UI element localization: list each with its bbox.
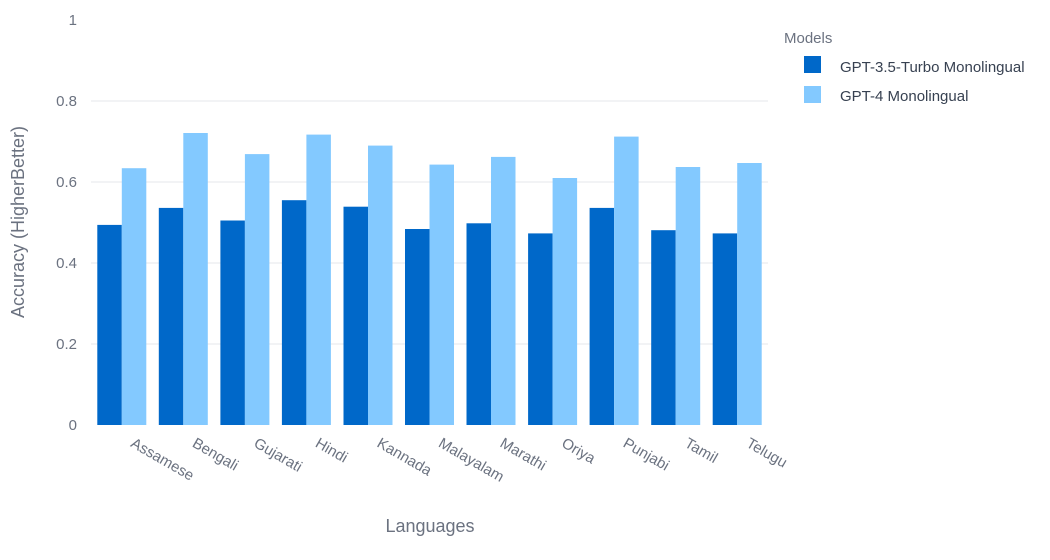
bar-tamil-gpt4[interactable] xyxy=(675,167,701,425)
y-tick-label: 0.8 xyxy=(56,93,77,110)
x-tick-label: Hindi xyxy=(312,435,350,467)
bar-kannada-gpt4[interactable] xyxy=(368,145,393,425)
bar-marathi-gpt35[interactable] xyxy=(466,223,492,425)
legend-label-gpt35[interactable]: GPT-3.5-Turbo Monolingual xyxy=(840,59,1025,76)
bar-malayalam-gpt4[interactable] xyxy=(429,164,455,425)
bar-tamil-gpt35[interactable] xyxy=(651,230,676,425)
x-tick-label: Assamese xyxy=(128,435,197,485)
y-tick-label: 0.6 xyxy=(56,174,77,191)
bar-gujarati-gpt35[interactable] xyxy=(220,220,245,426)
legend-swatch-gpt35[interactable] xyxy=(804,56,821,73)
x-tick-label: Marathi xyxy=(497,435,549,475)
x-tick-label: Oriya xyxy=(559,435,599,468)
legend-swatch-gpt4[interactable] xyxy=(804,86,821,103)
bar-punjabi-gpt4[interactable] xyxy=(614,136,639,425)
y-tick-label: 0 xyxy=(69,417,77,434)
legend-title: Models xyxy=(784,30,832,47)
bar-assamese-gpt4[interactable] xyxy=(121,168,147,425)
bar-bengali-gpt4[interactable] xyxy=(183,133,208,425)
x-tick-label: Tamil xyxy=(682,435,721,467)
legend-label-gpt4[interactable]: GPT-4 Monolingual xyxy=(840,88,968,105)
bar-assamese-gpt35[interactable] xyxy=(97,224,122,425)
bar-kannada-gpt35[interactable] xyxy=(343,206,369,425)
y-tick-label: 0.2 xyxy=(56,336,77,353)
bar-telugu-gpt35[interactable] xyxy=(712,233,738,425)
x-tick-label: Kannada xyxy=(374,435,435,480)
bar-punjabi-gpt35[interactable] xyxy=(589,207,615,425)
x-tick-label: Bengali xyxy=(189,435,241,475)
x-tick-label: Telugu xyxy=(743,435,790,472)
bar-malayalam-gpt35[interactable] xyxy=(405,229,430,425)
bar-hindi-gpt4[interactable] xyxy=(306,134,331,425)
bar-marathi-gpt4[interactable] xyxy=(491,156,516,425)
y-tick-label: 0.4 xyxy=(56,255,77,272)
bar-hindi-gpt35[interactable] xyxy=(281,200,307,425)
bars xyxy=(97,133,762,426)
x-tick-label: Malayalam xyxy=(436,435,507,486)
x-tick-label: Punjabi xyxy=(620,435,672,475)
bar-bengali-gpt35[interactable] xyxy=(158,207,184,425)
bar-telugu-gpt4[interactable] xyxy=(737,163,762,425)
y-tick-labels: 0 0.2 0.4 0.6 0.8 1 xyxy=(56,12,77,434)
bar-oriya-gpt4[interactable] xyxy=(552,178,578,425)
bar-gujarati-gpt4[interactable] xyxy=(244,154,270,425)
y-tick-label: 1 xyxy=(69,12,77,29)
y-axis-title: Accuracy (HigherBetter) xyxy=(8,126,28,318)
bar-oriya-gpt35[interactable] xyxy=(528,233,553,425)
legend[interactable]: Models GPT-3.5-Turbo Monolingual GPT-4 M… xyxy=(784,30,1025,105)
x-tick-label: Gujarati xyxy=(251,435,305,476)
x-axis-title: Languages xyxy=(385,516,474,536)
